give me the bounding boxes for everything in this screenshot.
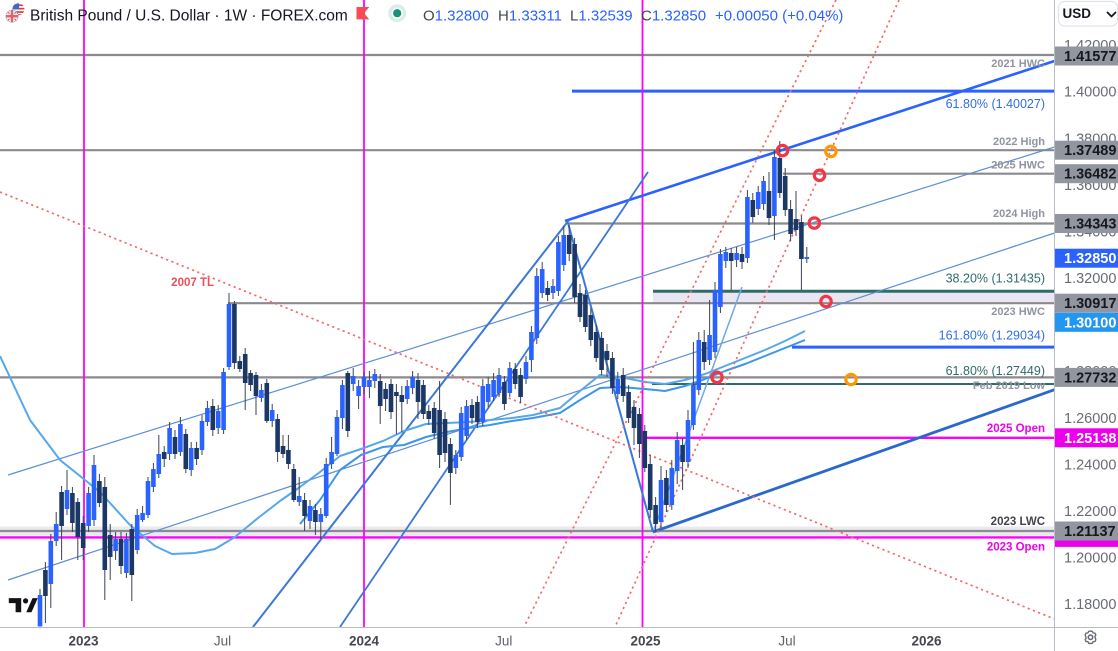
svg-text:2025 Open: 2025 Open bbox=[987, 423, 1045, 435]
svg-text:1.22000: 1.22000 bbox=[1064, 504, 1116, 520]
svg-text:1.30917: 1.30917 bbox=[1064, 296, 1116, 312]
svg-text:2024: 2024 bbox=[349, 634, 380, 649]
svg-text:USD: USD bbox=[1063, 6, 1092, 21]
svg-text:1.26000: 1.26000 bbox=[1064, 411, 1116, 427]
svg-text:1.25138: 1.25138 bbox=[1064, 431, 1116, 447]
svg-text:1.36482: 1.36482 bbox=[1064, 167, 1116, 183]
svg-text:2022 High: 2022 High bbox=[993, 136, 1045, 148]
svg-text:1.41577: 1.41577 bbox=[1064, 49, 1116, 65]
svg-text:Jul: Jul bbox=[495, 634, 512, 649]
svg-text:1.40000: 1.40000 bbox=[1064, 85, 1116, 101]
svg-text:2025: 2025 bbox=[630, 634, 661, 649]
svg-text:1.27732: 1.27732 bbox=[1064, 370, 1116, 386]
svg-text:2007 TL: 2007 TL bbox=[171, 277, 214, 289]
svg-text:1.32000: 1.32000 bbox=[1064, 271, 1116, 287]
svg-text:1.34343: 1.34343 bbox=[1064, 217, 1116, 233]
svg-text:1.24000: 1.24000 bbox=[1064, 457, 1116, 473]
svg-text:O1.32800: O1.32800 bbox=[423, 8, 489, 25]
svg-text:1.18000: 1.18000 bbox=[1064, 597, 1116, 613]
svg-text:Feb 2019 Low: Feb 2019 Low bbox=[973, 380, 1046, 392]
svg-text:2023 Open: 2023 Open bbox=[987, 542, 1045, 554]
svg-text:1.37489: 1.37489 bbox=[1064, 143, 1116, 159]
svg-text:Jul: Jul bbox=[778, 634, 795, 649]
svg-text:British Pound / U.S. Dollar ·: British Pound / U.S. Dollar · 1W · FOREX… bbox=[30, 8, 348, 25]
svg-text:H1.33311: H1.33311 bbox=[498, 8, 562, 25]
svg-text:2025 HWC: 2025 HWC bbox=[991, 160, 1045, 172]
svg-text:Jul: Jul bbox=[214, 634, 231, 649]
svg-text:2024 High: 2024 High bbox=[993, 208, 1045, 220]
svg-text:1.30100: 1.30100 bbox=[1064, 315, 1116, 331]
svg-text:+0.00050 (+0.04%): +0.00050 (+0.04%) bbox=[715, 8, 843, 25]
svg-text:61.80% (1.40027): 61.80% (1.40027) bbox=[946, 97, 1045, 111]
svg-text:2026: 2026 bbox=[911, 634, 942, 649]
svg-text:1.21137: 1.21137 bbox=[1064, 524, 1116, 540]
svg-text:2023 HWC: 2023 HWC bbox=[991, 306, 1045, 318]
svg-text:2023: 2023 bbox=[68, 634, 99, 649]
svg-text:1.20000: 1.20000 bbox=[1064, 551, 1116, 567]
svg-text:2023 LWC: 2023 LWC bbox=[991, 516, 1045, 528]
svg-text:161.80% (1.29034): 161.80% (1.29034) bbox=[939, 329, 1045, 343]
svg-text:L1.32539: L1.32539 bbox=[570, 8, 633, 25]
svg-text:38.20% (1.31435): 38.20% (1.31435) bbox=[946, 272, 1045, 286]
svg-text:2021 HWC: 2021 HWC bbox=[991, 58, 1045, 70]
svg-text:61.80% (1.27449): 61.80% (1.27449) bbox=[946, 364, 1045, 378]
svg-text:1.32850: 1.32850 bbox=[1064, 251, 1116, 267]
svg-text:C1.32850: C1.32850 bbox=[641, 8, 706, 25]
